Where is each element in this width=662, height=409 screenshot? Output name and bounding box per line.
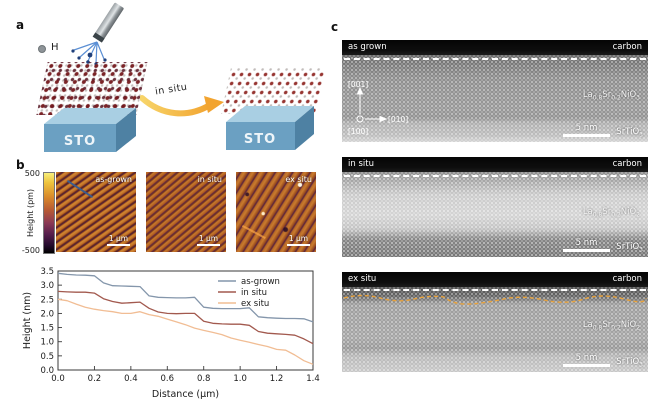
stem-scalebar-label: 5 nm [575,123,598,133]
y-tick-label: 2.0 [40,309,54,319]
carbon-film-interface-line [344,58,646,60]
y-axis-label: Height (nm) [22,292,33,349]
colorbar-max-label: 500 [24,169,40,178]
hydrogen-atom-icon [38,45,46,53]
x-tick-label: 0.4 [124,374,138,384]
afm-image-title: as-grown [95,175,132,184]
stem-image-as-grown: as grown carbon [001] [010] [100] La0.8S… [342,40,648,142]
y-tick-label: 1.5 [40,324,54,334]
degraded-interface-line [343,294,647,305]
x-tick-label: 1.0 [233,374,247,384]
y-tick-label: 2.5 [40,295,54,305]
afm-scalebar [107,244,130,246]
x-tick-label: 1.2 [270,374,284,384]
axis-001-label: [001] [348,80,368,89]
series-line-in situ [57,290,314,345]
x-tick-label: 0.0 [51,374,65,384]
afm-image-ex-situ: ex situ 1 µm [236,172,316,252]
y-tick-label: 0.0 [40,366,54,376]
x-axis-label: Distance (µm) [152,389,219,400]
afm-image-title: ex situ [285,175,312,184]
x-tick-label: 1.4 [306,374,320,384]
stem-image-ex-situ: ex situ carbon La0.8Sr0.2NiO2 5 nm SrTiO… [342,272,648,372]
series-line-ex situ [57,298,314,365]
film-formula-label: La0.8Sr0.2NiO2 [582,320,640,332]
carbon-film-interface-line [344,289,646,291]
stem-title: ex situ [348,274,377,284]
y-tick-label: 3.0 [40,281,54,291]
substrate-label: SrTiO3 [616,242,643,254]
colorbar-axis-label: Height (pm) [26,188,35,238]
legend-label: ex situ [241,299,269,309]
stem-scalebar [563,134,610,137]
x-tick-label: 0.2 [88,374,102,384]
afm-image-title: in situ [197,175,222,184]
atom-spray-lines [73,41,105,64]
axis-010-label: [010] [388,115,408,124]
profile-line-marker [242,224,266,239]
afm-scalebar [197,244,220,246]
y-tick-label: 1.0 [40,338,54,348]
sto-substrate-right: STO [226,106,314,150]
carbon-film-interface-line [344,175,646,177]
afm-image-in-situ: in situ 1 µm [146,172,226,252]
stem-image-in-situ: in situ carbon La0.8Sr0.2NiO2 5 nm SrTiO… [342,157,648,257]
substrate-label: SrTiO3 [616,357,643,369]
panel-a-label: a [16,18,25,32]
substrate-label: SrTiO3 [616,127,643,139]
stem-scalebar [563,249,610,252]
plot-frame [57,270,314,371]
axis-100-label: [100] [348,127,368,136]
sto-substrate-left: STO [44,108,136,152]
afm-scalebar-label: 1 µm [198,234,219,243]
y-tick-label: 0.5 [40,352,54,362]
stem-scalebar-label: 5 nm [575,238,598,248]
colorbar-min-label: -500 [21,246,40,255]
legend-label: in situ [241,288,267,298]
sto-label-left: STO [64,134,96,149]
stem-scalebar-label: 5 nm [575,353,598,363]
panel-c-label: c [331,20,339,34]
x-tick-label: 0.6 [161,374,175,384]
profile-line-marker [66,179,94,199]
afm-image-as-grown: as-grown 1 µm [56,172,136,252]
hydrogen-label: H [51,42,59,53]
hydrogen-source-tip-icon [71,2,124,66]
afm-scalebar [287,244,310,246]
series-line-as-grown [57,272,314,323]
insitu-arrow-icon [140,95,224,117]
y-tick-label: 3.5 [40,267,54,277]
carbon-label: carbon [612,42,642,52]
sto-label-right: STO [244,132,276,147]
panel-b-label: b [16,158,25,172]
height-colorbar [43,172,55,254]
carbon-layer: in situ carbon [342,157,648,172]
crystal-axes-icon: [001] [010] [100] [348,80,408,136]
stem-title: as grown [348,42,387,52]
stem-scalebar [563,364,610,367]
stem-title: in situ [348,159,374,169]
x-tick-label: 0.8 [197,374,211,384]
film-formula-label: La0.8Sr0.2NiO3 [582,90,640,102]
legend-label: as-grown [241,277,280,287]
height-profile-chart: 0.0 0.2 0.4 0.6 0.8 1.0 1.2 1.4 0.0 0.5 1.0 1.5 2.0 2… [22,267,320,400]
carbon-layer: as grown carbon [342,40,648,55]
carbon-label: carbon [612,159,642,169]
afm-scalebar-label: 1 µm [288,234,309,243]
carbon-label: carbon [612,274,642,284]
carbon-layer: ex situ carbon [342,272,648,287]
afm-scalebar-label: 1 µm [108,234,129,243]
film-formula-label: La0.8Sr0.2NiO2 [582,207,640,219]
